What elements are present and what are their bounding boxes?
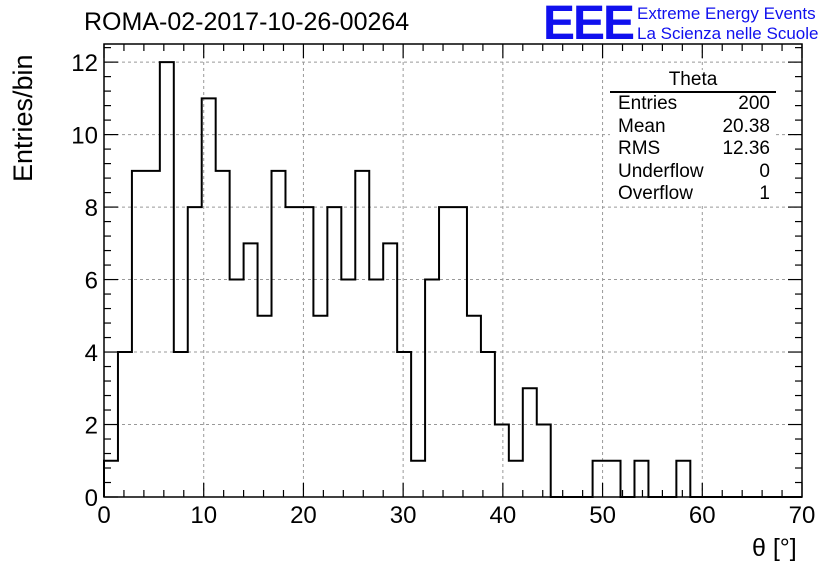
histogram-bin <box>216 171 230 497</box>
histogram-bin <box>523 388 537 497</box>
stats-row-entries: Entries 200 <box>610 93 776 116</box>
logo-mark: EEE <box>543 0 635 50</box>
stats-title: Theta <box>610 70 776 93</box>
histogram-bin <box>285 207 299 497</box>
y-tick-label: 2 <box>85 413 98 440</box>
histogram-outline <box>103 61 802 498</box>
histogram-bin <box>593 461 607 497</box>
histogram-bin <box>467 316 481 497</box>
y-tick-label: 4 <box>85 340 98 367</box>
histogram-bin <box>132 171 146 497</box>
histogram-bin <box>299 207 313 497</box>
histogram-bin <box>634 461 648 497</box>
histogram-bin <box>369 280 383 497</box>
histogram-bin <box>202 98 216 497</box>
histogram-bin <box>104 461 118 497</box>
stats-label: Mean <box>618 115 666 137</box>
x-tick-label: 20 <box>290 502 317 529</box>
stats-label: RMS <box>618 138 661 159</box>
y-tick-label: 0 <box>85 485 98 512</box>
histogram-bin <box>174 352 188 497</box>
histogram-bin <box>118 352 132 497</box>
x-axis-label: θ [°] <box>752 534 797 562</box>
histogram-bin <box>258 316 272 497</box>
y-tick-label: 12 <box>71 50 98 77</box>
histogram-bin <box>509 461 523 497</box>
stats-row-rms: RMS 12.36 <box>610 138 776 161</box>
histogram-bin <box>537 425 551 497</box>
y-tick-label: 8 <box>85 195 98 222</box>
stats-label: Underflow <box>618 160 704 182</box>
logo-line-1: Extreme Energy Events <box>637 4 816 23</box>
stats-value: 200 <box>738 93 770 114</box>
y-axis-label: Entries/bin <box>8 54 38 182</box>
x-tick-label: 50 <box>589 502 616 529</box>
histogram-bin <box>607 461 621 497</box>
stats-box: Theta Entries 200 Mean 20.38 RMS 12.36 U… <box>610 70 776 206</box>
stats-label: Overflow <box>618 183 693 204</box>
stats-row-mean: Mean 20.38 <box>610 116 776 139</box>
stats-label: Entries <box>618 93 678 114</box>
histogram-bin <box>313 316 327 497</box>
histogram-bin <box>676 461 690 497</box>
x-tick-label: 30 <box>390 502 417 529</box>
histogram-bin <box>327 207 341 497</box>
histogram-bin <box>425 280 439 497</box>
histogram-bin <box>244 243 258 497</box>
histogram-bin <box>411 461 425 497</box>
histogram-bin <box>397 352 411 497</box>
histogram-bin <box>272 171 286 497</box>
histogram-bin <box>481 352 495 497</box>
y-tick-label: 10 <box>71 123 98 150</box>
stats-row-overflow: Overflow 1 <box>610 183 776 206</box>
histogram-bin <box>355 171 369 497</box>
x-tick-label: 10 <box>190 502 217 529</box>
x-tick-label: 40 <box>490 502 517 529</box>
histogram-bin <box>230 280 244 497</box>
x-tick-label: 0 <box>97 502 110 529</box>
histogram-bin <box>495 425 509 497</box>
stats-value: 12.36 <box>722 138 770 159</box>
histogram-bin <box>160 62 174 497</box>
stats-row-underflow: Underflow 0 <box>610 161 776 184</box>
x-tick-label: 70 <box>789 502 816 529</box>
histogram-bin <box>341 280 355 497</box>
histogram-bin <box>383 243 397 497</box>
histogram-bin <box>146 171 160 497</box>
stats-value: 20.38 <box>722 115 770 137</box>
histogram-bin <box>188 207 202 497</box>
histogram-bin <box>439 207 453 497</box>
logo-line-2: La Scienza nelle Scuole <box>637 24 819 43</box>
stats-value: 1 <box>759 183 770 204</box>
histogram-bin <box>453 207 467 497</box>
y-tick-label: 6 <box>85 268 98 295</box>
x-tick-label: 60 <box>689 502 716 529</box>
stats-value: 0 <box>759 160 770 182</box>
plot-frame <box>103 43 803 498</box>
run-title: ROMA-02-2017-10-26-00264 <box>84 8 410 36</box>
